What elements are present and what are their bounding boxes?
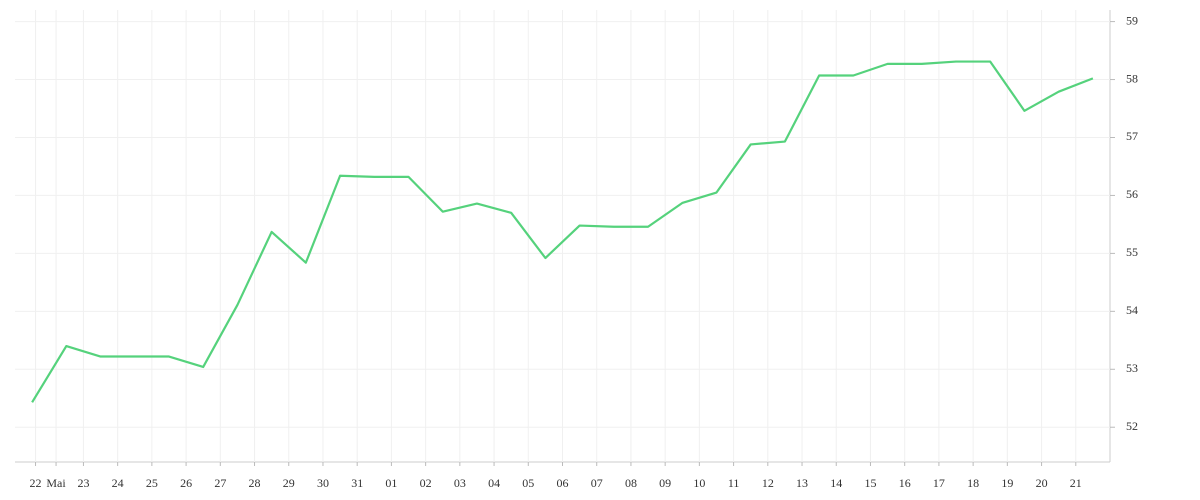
x-tick-label: 21 [1070, 476, 1082, 490]
y-tick-label: 56 [1126, 187, 1138, 201]
x-tick-label: 02 [420, 476, 432, 490]
x-tick-label: 14 [830, 476, 842, 490]
x-tick-label: 22 [30, 476, 42, 490]
x-tick-label: 11 [728, 476, 740, 490]
x-tick-label: 04 [488, 476, 500, 490]
x-tick-label: 05 [522, 476, 534, 490]
x-tick-label: 19 [1001, 476, 1013, 490]
x-tick-label: 18 [967, 476, 979, 490]
x-tick-label: 09 [659, 476, 671, 490]
x-tick-label: 27 [214, 476, 226, 490]
x-tick-label: 20 [1036, 476, 1048, 490]
y-tick-label: 54 [1126, 303, 1138, 317]
x-tick-label: 26 [180, 476, 192, 490]
x-tick-label: 30 [317, 476, 329, 490]
x-tick-label: 16 [899, 476, 911, 490]
x-tick-label: 06 [557, 476, 569, 490]
y-tick-label: 53 [1126, 361, 1138, 375]
x-tick-label: 25 [146, 476, 158, 490]
y-tick-label: 57 [1126, 129, 1138, 143]
x-tick-label: 03 [454, 476, 466, 490]
x-tick-label: 01 [385, 476, 397, 490]
y-tick-label: 59 [1126, 13, 1138, 27]
x-tick-label: 13 [796, 476, 808, 490]
y-tick-label: 52 [1126, 419, 1138, 433]
x-tick-label: 12 [762, 476, 774, 490]
x-tick-label: 08 [625, 476, 637, 490]
x-tick-label: 10 [693, 476, 705, 490]
x-tick-label: Mai [46, 476, 66, 490]
x-tick-label: 15 [864, 476, 876, 490]
x-tick-label: 29 [283, 476, 295, 490]
y-tick-label: 55 [1126, 245, 1138, 259]
x-tick-label: 28 [249, 476, 261, 490]
price-line [31, 60, 1094, 403]
x-tick-label: 17 [933, 476, 945, 490]
x-tick-label: 31 [351, 476, 363, 490]
y-tick-label: 58 [1126, 71, 1138, 85]
x-tick-label: 23 [77, 476, 89, 490]
x-tick-label: 24 [112, 476, 124, 490]
x-tick-label: 07 [591, 476, 603, 490]
